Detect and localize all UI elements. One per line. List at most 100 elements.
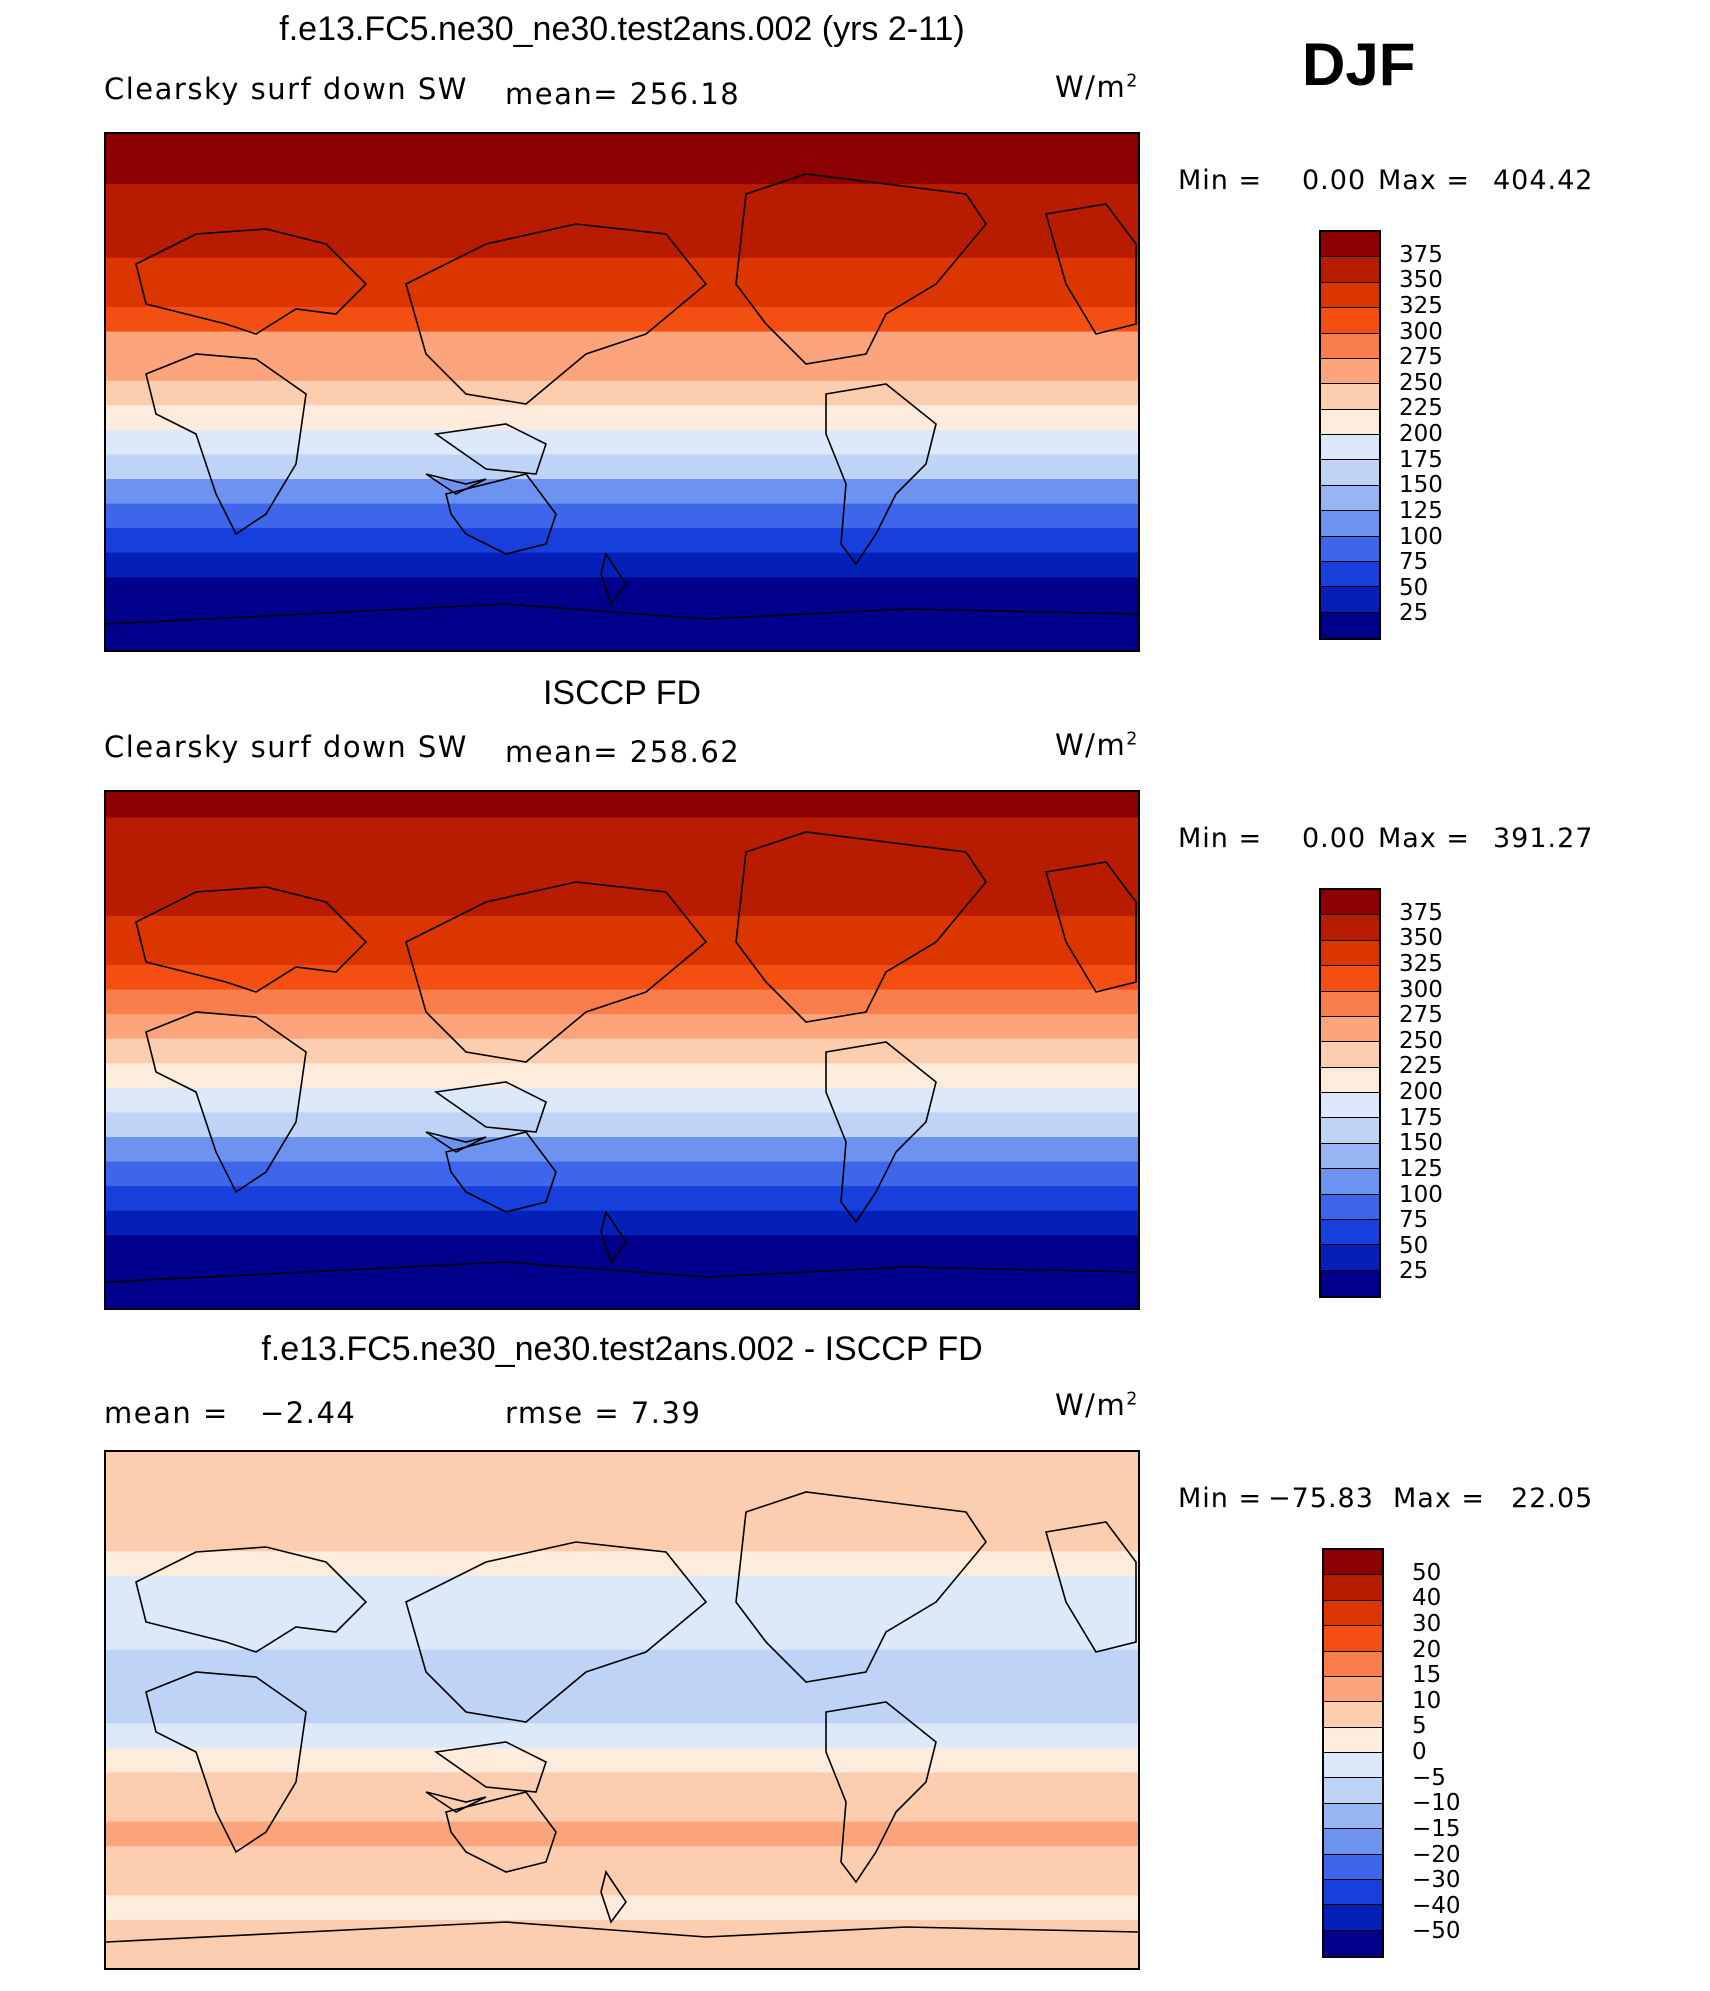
map-latitude-band (106, 1648, 1138, 1675)
map-latitude-band (106, 939, 1138, 965)
map-latitude-band (106, 1918, 1138, 1945)
coastline-outline (405, 881, 708, 1063)
colorbar-tick-label: 150 (1399, 1130, 1443, 1157)
coastline-outline (600, 552, 627, 606)
colorbar-tick-label: 300 (1399, 976, 1443, 1003)
map-latitude-band (106, 183, 1138, 209)
colorbar-segment (1324, 1600, 1382, 1627)
map-latitude-band (106, 1037, 1138, 1064)
panel-3-units: W/m2 (1055, 1388, 1139, 1422)
colorbar-segment (1324, 1778, 1382, 1804)
map-latitude-band (106, 1476, 1138, 1503)
colorbar-tick-label: 50 (1412, 1559, 1442, 1586)
colorbar-tick-label: 350 (1399, 267, 1443, 294)
panel-3-mean-label: mean = (104, 1396, 229, 1430)
coastline-outline (145, 1011, 307, 1194)
colorbar-segment (1321, 257, 1379, 283)
coastline-outline (445, 1791, 557, 1873)
colorbar-segment (1321, 384, 1379, 410)
colorbar-tick-label: 300 (1399, 318, 1443, 345)
panel-2-min-value: 0.00 (1302, 823, 1367, 854)
map-latitude-band (106, 1160, 1138, 1187)
map-latitude-band (106, 134, 1138, 160)
map-latitude-band (106, 1746, 1138, 1773)
panel-2-title: ISCCP FD (542, 674, 702, 712)
coastline-outline (445, 1131, 557, 1213)
map-latitude-band (106, 1599, 1138, 1625)
colorbar-segment (1324, 1905, 1382, 1931)
coastline-outline (425, 473, 487, 495)
colorbar-tick-label: 200 (1399, 1079, 1443, 1105)
map-latitude-band (106, 1283, 1138, 1308)
coastline-outline (825, 1041, 937, 1224)
map-latitude-band (106, 281, 1138, 307)
colorbar-segment (1321, 1219, 1379, 1246)
coastline-outline (135, 1546, 368, 1653)
colorbar-tick-label: 175 (1399, 1104, 1443, 1131)
colorbar-segment (1321, 1270, 1379, 1296)
map-latitude-band (106, 1574, 1138, 1601)
colorbar-segment (1321, 1067, 1379, 1093)
coastline-outline (825, 383, 937, 566)
map-latitude-band (106, 355, 1138, 381)
coastline-outline (405, 1541, 708, 1723)
panel-2-colorbar (1319, 888, 1381, 1298)
colorbar-segment (1321, 435, 1379, 461)
colorbar-tick-label: 10 (1412, 1687, 1442, 1714)
coastline-outline (425, 1791, 487, 1813)
map-latitude-band (106, 914, 1138, 941)
colorbar-tick-label: 100 (1399, 1181, 1443, 1208)
map-latitude-band (106, 379, 1138, 406)
panel-1-variable-label: Clearsky surf down SW (104, 72, 468, 106)
colorbar-tick-label: −5 (1412, 1764, 1446, 1791)
panel-3-colorbar (1322, 1548, 1384, 1958)
panel-1-min-label: Min = (1178, 165, 1263, 196)
map-latitude-band (106, 1086, 1138, 1113)
colorbar-tick-label: −15 (1412, 1815, 1461, 1842)
map-latitude-band (106, 306, 1138, 332)
map-latitude-band (106, 1136, 1138, 1162)
colorbar-tick-label: 275 (1399, 1002, 1443, 1029)
map-latitude-band (106, 1796, 1138, 1822)
panel-2-units: W/m2 (1055, 728, 1139, 762)
map-latitude-band (106, 1209, 1138, 1236)
coastline-outline (145, 353, 307, 536)
colorbar-segment (1324, 1727, 1382, 1753)
map-latitude-band (106, 551, 1138, 578)
colorbar-segment (1321, 409, 1379, 435)
colorbar-tick-label: 125 (1399, 497, 1443, 524)
colorbar-segment (1321, 358, 1379, 385)
coastline-outline (445, 473, 557, 555)
map-latitude-band (106, 1697, 1138, 1724)
colorbar-segment (1321, 333, 1379, 359)
panel-3-min-value: −75.83 (1268, 1483, 1374, 1514)
colorbar-tick-label: 225 (1399, 1053, 1443, 1080)
colorbar-tick-label: 30 (1412, 1610, 1442, 1637)
colorbar-segment (1321, 991, 1379, 1017)
colorbar-segment (1321, 612, 1379, 638)
colorbar-tick-label: −20 (1412, 1841, 1461, 1868)
panel-2-max-value: 391.27 (1493, 823, 1594, 854)
colorbar-segment (1321, 1194, 1379, 1220)
colorbar-segment (1321, 485, 1379, 512)
colorbar-segment (1324, 1753, 1382, 1779)
map-latitude-band (106, 527, 1138, 553)
colorbar-segment (1321, 561, 1379, 588)
coastline-outline (145, 1671, 307, 1854)
map-latitude-band (106, 1845, 1138, 1871)
colorbar-segment (1324, 1676, 1382, 1703)
colorbar-segment (1321, 1143, 1379, 1170)
colorbar-segment (1324, 1829, 1382, 1855)
colorbar-segment (1321, 1118, 1379, 1144)
coastline-outline (735, 831, 987, 1023)
panel-2-mean: mean= 258.62 (505, 735, 741, 769)
map-latitude-band (106, 816, 1138, 843)
map-latitude-band (106, 1258, 1138, 1285)
panel-1-title: f.e13.FC5.ne30_ne30.test2ans.002 (yrs 2-… (279, 10, 965, 48)
colorbar-segment (1324, 1854, 1382, 1880)
colorbar-segment (1324, 1550, 1382, 1576)
colorbar-segment (1321, 308, 1379, 334)
coastline-outline (433, 1741, 547, 1793)
map-latitude-band (106, 988, 1138, 1015)
map-latitude-band (106, 502, 1138, 529)
